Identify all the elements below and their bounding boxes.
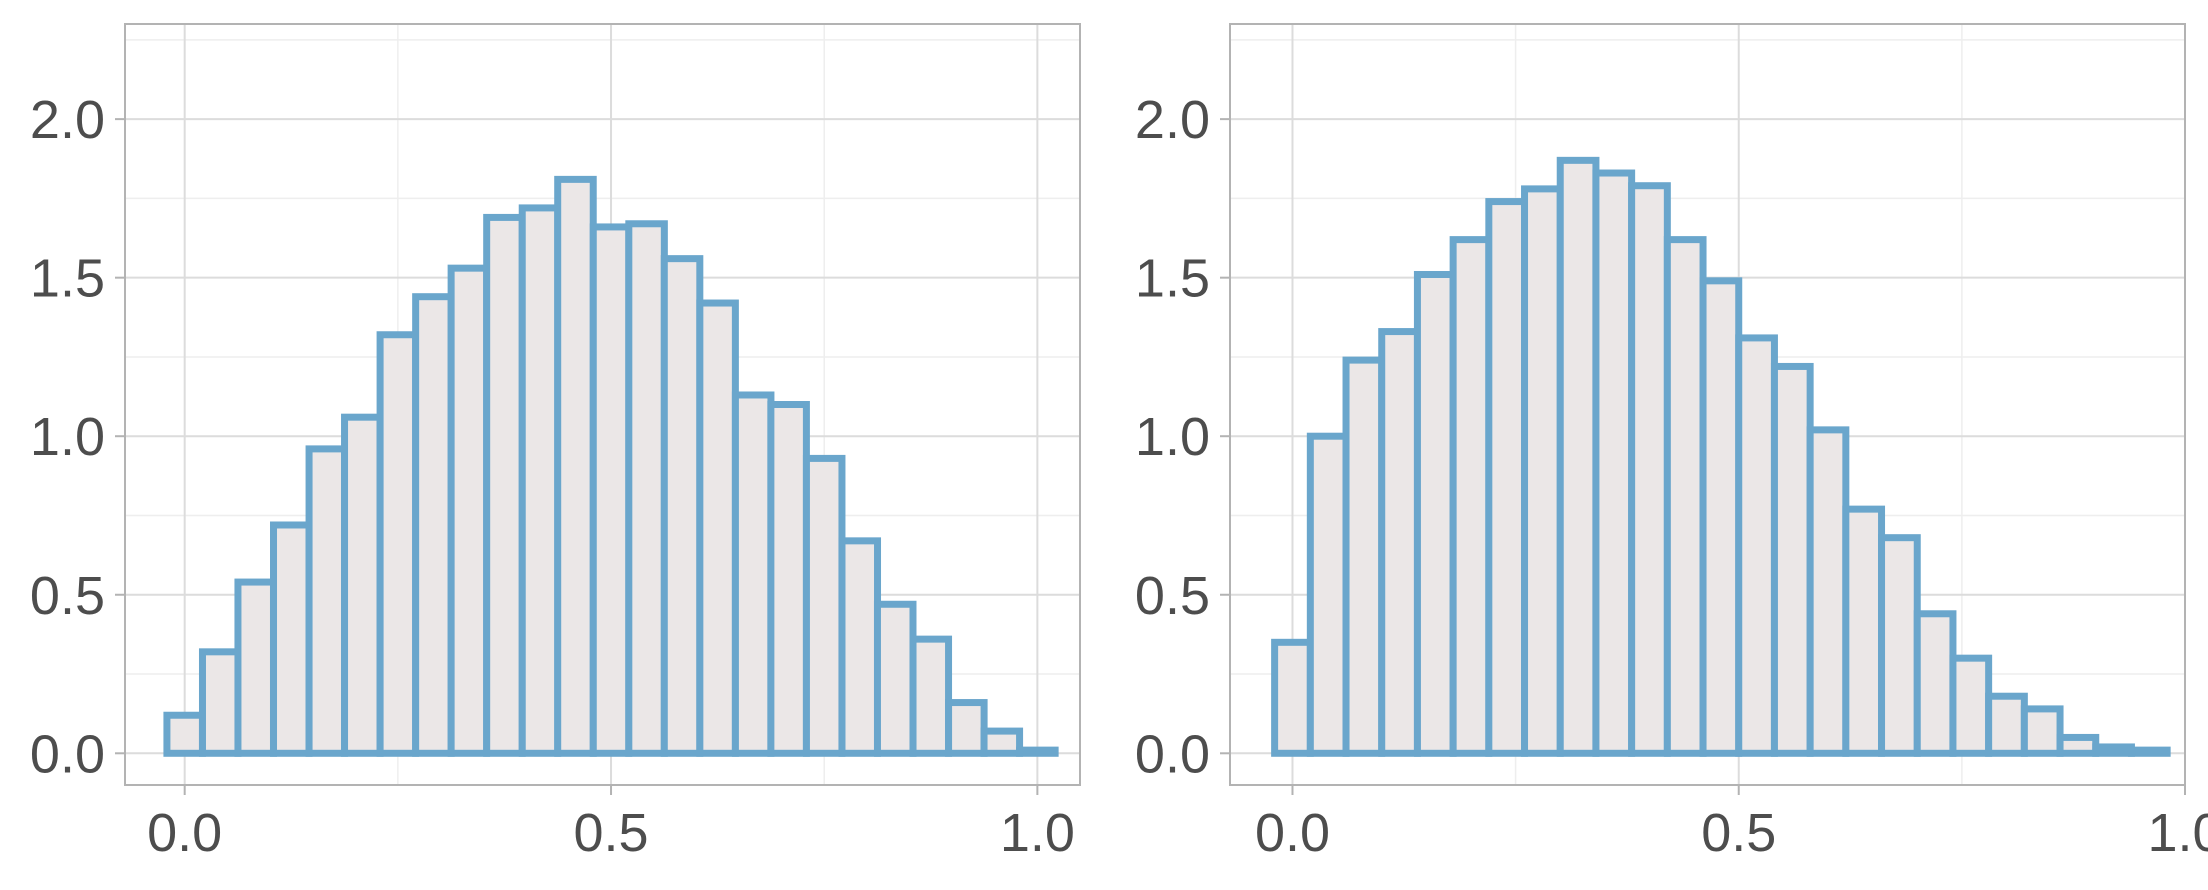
histogram-bar: [1413, 270, 1457, 757]
y-tick-label: 1.5: [30, 249, 105, 309]
histogram-bar: [1770, 362, 1814, 757]
y-tick-label: 0.0: [1135, 724, 1210, 784]
histogram-bar: [1449, 236, 1493, 757]
histogram-bar: [341, 413, 384, 757]
x-tick-label: 0.0: [1255, 803, 1330, 863]
panel-border: [124, 23, 1081, 786]
left-histogram-panel: 0.0 0.5 1.0 1.5 2.0 0.0 0.5 1.0: [30, 23, 1081, 863]
histogram-bar: [1806, 426, 1850, 757]
histogram-bar: [1842, 505, 1886, 757]
y-tick-label: 0.0: [30, 724, 105, 784]
histogram-bar: [1592, 169, 1636, 757]
histogram-bar: [518, 204, 562, 757]
histogram-bar: [270, 521, 313, 757]
histogram-bar: [2020, 705, 2064, 757]
histogram-bar: [1342, 356, 1386, 757]
panel-border: [1229, 23, 2186, 786]
histogram-bar: [838, 537, 882, 757]
histogram-bar: [1663, 236, 1707, 757]
histogram-bar: [447, 264, 491, 757]
histogram-bar: [909, 635, 953, 757]
histogram-bar: [305, 445, 349, 757]
x-tick-label: 0.5: [573, 803, 648, 863]
histogram-bar: [696, 299, 739, 757]
histogram-bar: [1628, 182, 1671, 757]
histogram-bar: [1985, 692, 2028, 757]
histogram-bar: [1306, 432, 1350, 757]
right-histogram-panel: 0.0 0.5 1.0 1.5 2.0 0.0 0.5 1.0: [1135, 23, 2208, 863]
histogram-bar: [802, 454, 846, 757]
histogram-bar: [2056, 733, 2100, 757]
histogram-bar: [163, 711, 206, 757]
histogram-bar: [660, 255, 704, 757]
histogram-bar: [483, 213, 526, 757]
histogram-bar: [234, 578, 277, 757]
histogram-bar: [412, 293, 455, 757]
histogram-bar: [1271, 638, 1314, 757]
y-tick-label: 2.0: [1135, 90, 1210, 150]
histogram-bar: [1949, 654, 1993, 757]
histogram-bar: [1016, 746, 1059, 757]
histogram-bar: [1699, 277, 1743, 757]
histogram-bar: [2127, 746, 2171, 757]
x-tick-label: 1.0: [2147, 803, 2208, 863]
histogram-bar: [945, 699, 988, 757]
x-tick-label: 1.0: [1000, 803, 1075, 863]
y-tick-label: 1.0: [30, 407, 105, 467]
histogram-bar: [198, 648, 242, 757]
histogram-bar: [1735, 334, 1778, 757]
y-tick-label: 0.5: [30, 566, 105, 626]
histogram-bar: [625, 220, 668, 757]
histogram-bar: [376, 331, 420, 757]
histogram-bar: [1556, 156, 1600, 757]
histogram-bar: [1378, 328, 1421, 757]
histogram-bar: [589, 223, 633, 757]
histogram-bar: [980, 727, 1024, 757]
histogram-bar: [1913, 610, 1957, 757]
histogram-bar: [731, 391, 775, 757]
histogram-bar: [873, 600, 917, 757]
x-tick-label: 0.5: [1701, 803, 1776, 863]
histogram-bar: [554, 175, 597, 757]
histogram-bar: [2092, 743, 2135, 757]
histogram-bar: [1878, 534, 1921, 757]
y-tick-label: 0.5: [1135, 566, 1210, 626]
histogram-bar: [1485, 198, 1529, 757]
histogram-bar: [767, 401, 810, 757]
y-tick-label: 2.0: [30, 90, 105, 150]
histogram-bar: [1521, 185, 1564, 757]
y-tick-label: 1.5: [1135, 249, 1210, 309]
x-tick-label: 0.0: [147, 803, 222, 863]
y-tick-label: 1.0: [1135, 407, 1210, 467]
